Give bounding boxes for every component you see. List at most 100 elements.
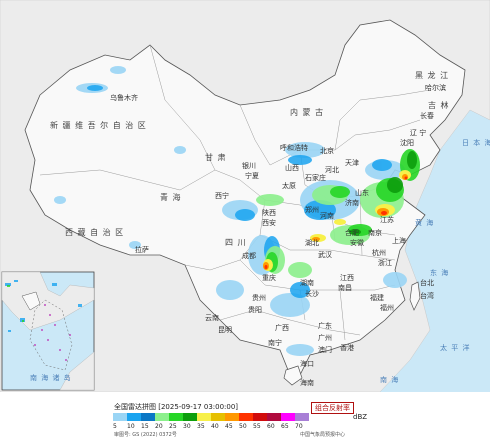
label-tianjin: 天津 bbox=[345, 159, 359, 167]
label-lhasa: 拉萨 bbox=[135, 245, 149, 254]
label-chengdu: 成都 bbox=[242, 251, 256, 260]
label-henan: 河南 bbox=[320, 211, 334, 220]
china-land bbox=[24, 19, 466, 376]
label-wuhan: 武汉 bbox=[318, 250, 332, 259]
legend-tick: 30 bbox=[183, 423, 191, 430]
legend-tick: 35 bbox=[197, 423, 205, 430]
label-shanxi: 山西 bbox=[285, 163, 299, 172]
label-fuzhou: 福州 bbox=[380, 303, 394, 312]
label-anhui: 安徽 bbox=[350, 238, 364, 247]
label-jilin: 吉 林 bbox=[428, 100, 450, 110]
label-hangzhou: 杭州 bbox=[372, 248, 386, 257]
label-jiangxi: 江西 bbox=[340, 274, 354, 282]
label-nanchang: 南昌 bbox=[338, 283, 352, 292]
label-changsha: 长沙 bbox=[305, 289, 319, 298]
label-yunnan: 云南 bbox=[205, 313, 219, 322]
legend-tick: 60 bbox=[267, 423, 275, 430]
label-xinjiang: 新 疆 维 吾 尔 自 治 区 bbox=[50, 120, 147, 130]
label-shandong: 山东 bbox=[355, 188, 369, 197]
label-sea-japan: 日 本 海 bbox=[462, 138, 490, 147]
legend-swatch-30 bbox=[183, 413, 197, 421]
map-labels: 黑 龙 江 哈尔滨 吉 林 长春 辽 宁 沈阳 内 蒙 古 新 疆 维 吾 尔 … bbox=[30, 70, 490, 387]
label-fujian: 福建 bbox=[370, 293, 384, 302]
map-review-number: 审图号: GS (2022) 0372号 bbox=[114, 432, 177, 438]
label-zhengzhou: 郑州 bbox=[305, 206, 319, 214]
producer-credit: 中国气象局预报中心 bbox=[300, 432, 346, 438]
taiwan-land bbox=[409, 281, 421, 311]
label-shenyang: 沈阳 bbox=[400, 138, 414, 147]
legend-swatch-5 bbox=[113, 413, 127, 421]
label-harbin: 哈尔滨 bbox=[425, 83, 446, 92]
label-shaanxi: 陕西 bbox=[262, 208, 276, 217]
label-kunming: 昆明 bbox=[218, 326, 232, 334]
legend-swatch-60 bbox=[267, 413, 281, 421]
label-zhejiang: 浙江 bbox=[378, 258, 392, 267]
legend-tick: 20 bbox=[155, 423, 163, 430]
label-xian: 西安 bbox=[262, 218, 276, 227]
label-tibet: 西 藏 自 治 区 bbox=[65, 227, 124, 237]
label-urumqi: 乌鲁木齐 bbox=[110, 93, 138, 102]
radar-map: 黑 龙 江 哈尔滨 吉 林 长春 辽 宁 沈阳 内 蒙 古 新 疆 维 吾 尔 … bbox=[0, 0, 490, 392]
label-neimenggu: 内 蒙 古 bbox=[290, 107, 324, 117]
legend-title: 全国雷达拼图 [2025-09-17 03:00:00] bbox=[114, 402, 238, 412]
label-heilongjiang: 黑 龙 江 bbox=[415, 70, 449, 80]
label-guiyang: 贵阳 bbox=[248, 305, 262, 314]
legend-tick: 10 bbox=[127, 423, 135, 430]
legend-tick: 65 bbox=[281, 423, 289, 430]
label-hunan: 湖南 bbox=[300, 278, 314, 287]
label-guizhou: 贵州 bbox=[252, 293, 266, 302]
legend-unit: dBZ bbox=[353, 413, 368, 421]
label-liaoning: 辽 宁 bbox=[410, 128, 426, 137]
label-yinchuan: 银川 bbox=[242, 161, 256, 170]
legend-swatch-70 bbox=[295, 413, 309, 421]
label-hubei: 湖北 bbox=[305, 238, 319, 247]
legend-tick: 5 bbox=[113, 423, 117, 430]
label-hebei: 河北 bbox=[325, 166, 339, 174]
label-taiyuan: 太原 bbox=[282, 181, 296, 190]
label-jinan: 济南 bbox=[345, 198, 359, 207]
radar-echoes bbox=[54, 66, 420, 356]
legend-tick: 70 bbox=[295, 423, 303, 430]
label-sea-east: 东 海 bbox=[430, 268, 449, 277]
legend-color-scale bbox=[113, 413, 309, 421]
legend-product: 组合反射率 bbox=[311, 402, 354, 414]
label-chongqing: 重庆 bbox=[262, 273, 276, 282]
legend-swatch-40 bbox=[211, 413, 225, 421]
legend-swatch-25 bbox=[169, 413, 183, 421]
label-shanghai: 上海 bbox=[392, 236, 406, 245]
label-sea-south-inset: 南 海 诸 岛 bbox=[30, 373, 72, 382]
legend-timestamp: [2025-09-17 03:00:00] bbox=[158, 403, 239, 411]
label-beijing: 北京 bbox=[320, 146, 334, 155]
legend-swatch-65 bbox=[281, 413, 295, 421]
label-hohhot: 呼和浩特 bbox=[280, 143, 308, 152]
label-nanjing: 南京 bbox=[368, 228, 382, 237]
label-ningxia: 宁夏 bbox=[245, 171, 259, 180]
label-sea-yellow: 黄 海 bbox=[415, 218, 434, 227]
label-guangdong: 广东 bbox=[318, 321, 332, 330]
label-hongkong: 香港 bbox=[340, 343, 354, 352]
label-guangxi: 广西 bbox=[275, 323, 289, 332]
legend-swatch-15 bbox=[141, 413, 155, 421]
label-guangzhou: 广州 bbox=[318, 333, 332, 342]
label-haikou: 海口 bbox=[300, 359, 314, 368]
legend-swatch-50 bbox=[239, 413, 253, 421]
label-nanning: 南宁 bbox=[268, 338, 282, 347]
label-gansu: 甘 肃 bbox=[205, 152, 227, 162]
hainan-land bbox=[283, 365, 303, 386]
legend-tick: 50 bbox=[239, 423, 247, 430]
label-xining: 西宁 bbox=[215, 191, 229, 200]
label-shijiazhuang: 石家庄 bbox=[305, 173, 326, 182]
legend-swatch-35 bbox=[197, 413, 211, 421]
legend-tick: 55 bbox=[253, 423, 261, 430]
label-sea-pacific: 太 平 洋 bbox=[440, 343, 470, 352]
legend-swatch-55 bbox=[253, 413, 267, 421]
legend-ticks: 5 10 15 20 25 30 35 40 45 50 55 60 65 70 bbox=[113, 423, 309, 430]
label-macao: 澳门 bbox=[318, 345, 332, 354]
legend-swatch-20 bbox=[155, 413, 169, 421]
legend-tick: 45 bbox=[225, 423, 233, 430]
label-jiangsu: 江苏 bbox=[380, 215, 394, 224]
legend-title-text: 全国雷达拼图 bbox=[114, 403, 156, 411]
south-sea-inset bbox=[1, 271, 95, 391]
label-sea-south: 南 海 bbox=[380, 375, 399, 384]
legend-tick: 15 bbox=[141, 423, 149, 430]
